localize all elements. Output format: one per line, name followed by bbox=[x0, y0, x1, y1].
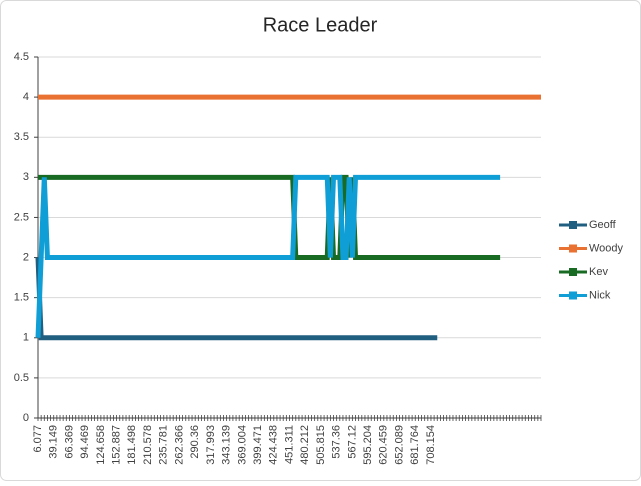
x-tick-label: 181.498 bbox=[126, 425, 138, 465]
x-tick-label: 480.212 bbox=[299, 425, 311, 465]
y-tick-label: 1.5 bbox=[14, 292, 29, 304]
y-tick-label: 1 bbox=[23, 332, 29, 344]
x-tick-label: 262.366 bbox=[173, 425, 185, 465]
y-tick-label: 3 bbox=[23, 171, 29, 183]
y-tick-label: 2 bbox=[23, 251, 29, 263]
x-tick-label: 369.004 bbox=[236, 425, 248, 465]
x-tick-label: 399.471 bbox=[252, 425, 264, 465]
x-tick-label: 505.815 bbox=[315, 425, 327, 465]
legend-label: Nick bbox=[589, 289, 611, 301]
plot bbox=[35, 94, 541, 341]
legend-label: Kev bbox=[589, 266, 608, 278]
x-tick-label: 235.781 bbox=[158, 425, 170, 465]
legend-marker bbox=[569, 291, 577, 300]
x-tick-label: 652.089 bbox=[393, 425, 405, 465]
y-tick-label: 4 bbox=[23, 91, 29, 103]
x-tick-label: 595.204 bbox=[362, 425, 374, 465]
line-series bbox=[35, 174, 501, 338]
y-tick-label: 2.5 bbox=[14, 211, 29, 223]
axes: 0 0.5 1 1.5 2 2.5 3 3.5 4 4.5 6.077 39.149 66.369 94.… bbox=[14, 51, 542, 465]
x-tick-label: 94.469 bbox=[79, 425, 91, 459]
chart-title: Race Leader bbox=[263, 14, 378, 36]
legend-marker bbox=[569, 268, 577, 276]
line-series bbox=[35, 257, 438, 341]
x-tick-label: 6.077 bbox=[32, 425, 44, 453]
y-tick-label: 4.5 bbox=[14, 51, 29, 63]
legend: Geoff Woody Kev Nick bbox=[559, 219, 624, 301]
x-tick-label: 424.438 bbox=[268, 425, 280, 465]
y-tick-label: 3.5 bbox=[14, 131, 29, 143]
x-tick-label: 451.311 bbox=[283, 425, 295, 464]
line-series bbox=[38, 174, 501, 261]
x-tick-label: 39.149 bbox=[48, 425, 60, 459]
x-tick-label: 681.764 bbox=[409, 425, 421, 465]
x-tick-label: 210.578 bbox=[142, 425, 154, 465]
x-tick-label: 317.993 bbox=[205, 425, 217, 465]
legend-label: Geoff bbox=[589, 219, 617, 231]
x-tick-label: 66.369 bbox=[63, 425, 75, 459]
x-tick-label: 567.12 bbox=[346, 425, 358, 459]
y-tick-label: 0 bbox=[23, 412, 29, 424]
x-tick-label: 537.36 bbox=[331, 425, 343, 459]
legend-marker bbox=[569, 221, 577, 229]
x-tick-label: 343.139 bbox=[221, 425, 233, 465]
x-tick-label: 708.154 bbox=[425, 425, 437, 465]
x-tick-label: 620.459 bbox=[378, 425, 390, 465]
legend-marker bbox=[569, 244, 577, 253]
x-tick-label: 152.887 bbox=[111, 425, 123, 465]
legend-label: Woody bbox=[589, 242, 624, 254]
y-tick-label: 0.5 bbox=[14, 372, 29, 384]
x-tick-label: 124.658 bbox=[95, 425, 107, 465]
x-tick-label: 290.36 bbox=[189, 425, 201, 459]
